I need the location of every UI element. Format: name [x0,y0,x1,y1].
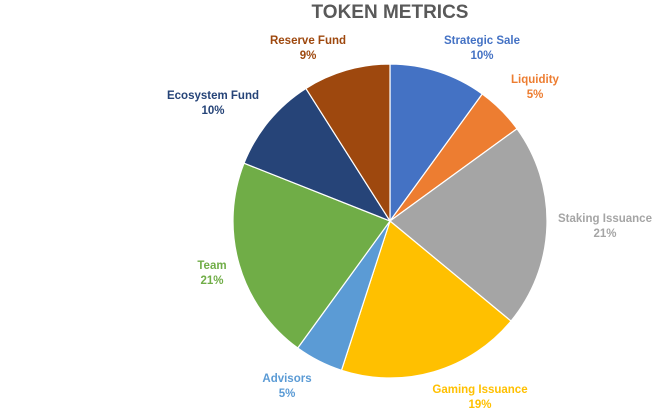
label-name-ecosystem-fund: Ecosystem Fund [167,90,259,102]
slice-staking-issuance [389,127,548,322]
chart-title: TOKEN METRICS [312,2,469,23]
slice-ecosystem-fund [243,87,392,223]
slice-gaming-issuance [340,219,512,379]
label-name-team: Team [197,260,226,272]
label-name-gaming-issuance: Gaming Issuance [432,384,527,396]
label-value-ecosystem-fund: 10% [201,105,224,117]
label-value-gaming-issuance: 19% [468,399,491,411]
label-name-staking-issuance: Staking Issuance [558,213,652,225]
label-name-reserve-fund: Reserve Fund [270,35,346,47]
label-name-liquidity: Liquidity [511,74,560,86]
label-value-advisors: 5% [279,388,296,400]
label-value-staking-issuance: 21% [593,228,616,240]
pie-slices [232,63,548,379]
label-value-liquidity: 5% [527,89,544,101]
slice-team [232,162,391,349]
label-name-strategic-sale: Strategic Sale [444,35,520,47]
pie-labels: Strategic Sale 10% Liquidity 5% Staking Issu… [167,35,652,411]
label-value-team: 21% [200,275,223,287]
label-value-reserve-fund: 9% [300,50,317,62]
label-value-strategic-sale: 10% [470,50,493,62]
slice-strategic-sale [389,63,484,223]
slice-reserve-fund [305,63,391,224]
label-name-advisors: Advisors [262,373,311,385]
